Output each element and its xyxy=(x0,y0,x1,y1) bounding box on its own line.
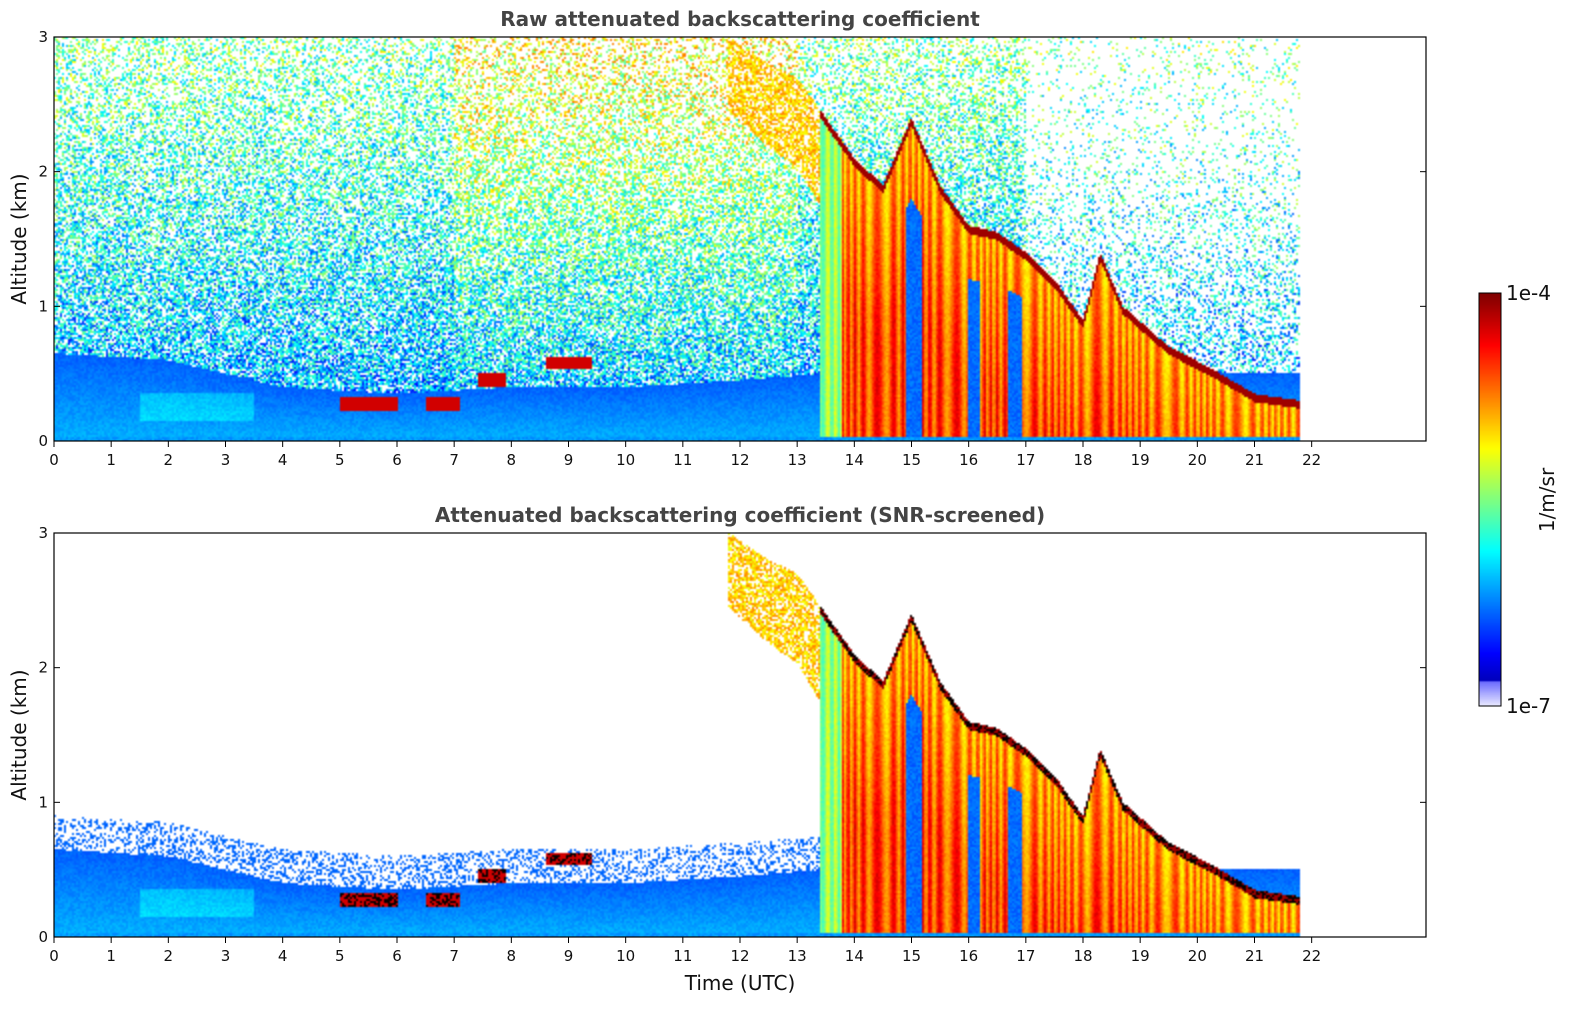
x-tick-label: 18 xyxy=(1073,947,1092,965)
y-tick-label: 1 xyxy=(38,297,48,315)
x-tick-label: 19 xyxy=(1131,947,1150,965)
x-tick-label: 10 xyxy=(616,947,635,965)
x-tick-label: 5 xyxy=(335,451,345,469)
x-tick-label: 20 xyxy=(1188,947,1207,965)
x-tick-label: 19 xyxy=(1131,451,1150,469)
x-tick-label: 3 xyxy=(221,947,231,965)
x-tick-label: 17 xyxy=(1016,947,1035,965)
panel-screened: Attenuated backscattering coefficient (S… xyxy=(7,503,1427,995)
y-axis-label-screened: Altitude (km) xyxy=(7,669,31,800)
x-tick-label: 22 xyxy=(1302,451,1321,469)
x-tick-label: 12 xyxy=(730,947,749,965)
y-axis-label-raw: Altitude (km) xyxy=(7,173,31,304)
colorbar-min-label: 1e-7 xyxy=(1506,694,1551,718)
x-tick-label: 21 xyxy=(1245,947,1264,965)
x-tick-label: 9 xyxy=(564,947,574,965)
x-tick-label: 3 xyxy=(221,451,231,469)
x-axis-label: Time (UTC) xyxy=(684,971,796,995)
panel-title-screened: Attenuated backscattering coefficient (S… xyxy=(435,503,1045,527)
x-tick-label: 17 xyxy=(1016,451,1035,469)
x-tick-label: 2 xyxy=(164,947,174,965)
y-tick-label: 0 xyxy=(38,432,48,450)
y-tick-label: 2 xyxy=(38,659,48,677)
x-tick-label: 10 xyxy=(616,451,635,469)
x-tick-label: 2 xyxy=(164,451,174,469)
heatmap-screened xyxy=(54,533,1426,937)
x-tick-label: 11 xyxy=(673,451,692,469)
x-tick-label: 7 xyxy=(449,947,459,965)
x-tick-label: 6 xyxy=(392,947,402,965)
y-tick-label: 3 xyxy=(38,524,48,542)
x-tick-label: 16 xyxy=(959,947,978,965)
x-tick-label: 14 xyxy=(845,947,864,965)
x-tick-label: 0 xyxy=(49,451,59,469)
x-tick-label: 18 xyxy=(1073,451,1092,469)
x-tick-label: 13 xyxy=(788,947,807,965)
x-tick-label: 4 xyxy=(278,947,288,965)
colorbar-unit-label: 1/m/sr xyxy=(1535,467,1559,532)
heatmap-raw xyxy=(54,37,1426,441)
colorbar-max-label: 1e-4 xyxy=(1506,281,1551,305)
colorbar-frame xyxy=(1478,292,1502,707)
x-tick-label: 4 xyxy=(278,451,288,469)
x-tick-label: 15 xyxy=(902,947,921,965)
x-tick-label: 11 xyxy=(673,947,692,965)
x-tick-label: 1 xyxy=(106,947,116,965)
y-tick-label: 1 xyxy=(38,793,48,811)
y-tick-label: 0 xyxy=(38,928,48,946)
x-tick-label: 7 xyxy=(449,451,459,469)
panel-raw: Raw attenuated backscattering coefficien… xyxy=(7,7,1427,469)
x-tick-label: 16 xyxy=(959,451,978,469)
x-tick-label: 15 xyxy=(902,451,921,469)
x-tick-label: 1 xyxy=(106,451,116,469)
x-tick-label: 8 xyxy=(507,451,517,469)
x-tick-label: 6 xyxy=(392,451,402,469)
x-tick-label: 22 xyxy=(1302,947,1321,965)
x-tick-label: 0 xyxy=(49,947,59,965)
x-tick-label: 5 xyxy=(335,947,345,965)
panel-title-raw: Raw attenuated backscattering coefficien… xyxy=(500,7,980,31)
x-tick-label: 8 xyxy=(507,947,517,965)
x-tick-label: 12 xyxy=(730,451,749,469)
x-tick-label: 20 xyxy=(1188,451,1207,469)
y-tick-label: 3 xyxy=(38,28,48,46)
colorbar: 1e-4 1e-7 1/m/sr xyxy=(1478,281,1559,718)
colorbar-gradient xyxy=(1479,293,1501,706)
x-tick-label: 14 xyxy=(845,451,864,469)
y-tick-label: 2 xyxy=(38,163,48,181)
x-tick-label: 21 xyxy=(1245,451,1264,469)
x-tick-label: 9 xyxy=(564,451,574,469)
x-tick-label: 13 xyxy=(788,451,807,469)
